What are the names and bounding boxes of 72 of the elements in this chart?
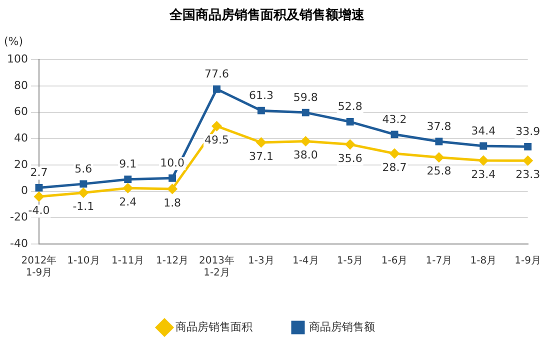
data-label: 77.6 [204, 67, 230, 80]
data-label: 35.6 [338, 152, 362, 165]
data-label: 23.3 [516, 168, 540, 181]
y-tick-label: 100 [6, 52, 28, 66]
x-tick-label: 1-12月 [156, 256, 189, 267]
y-tick-label: 20 [14, 158, 28, 171]
point [300, 136, 310, 146]
point [523, 156, 533, 166]
data-label: 37.1 [248, 150, 274, 163]
data-label: 28.7 [382, 160, 407, 174]
x-tick-label: 1-10月 [67, 256, 100, 267]
data-label: 2.4 [119, 196, 137, 209]
data-label: 33.9 [516, 125, 540, 138]
point [35, 184, 43, 192]
legend-label: 商品房销售额 [309, 320, 375, 334]
data-label: 1.8 [164, 196, 182, 210]
y-tick-label: 60 [14, 105, 28, 118]
x-tick-label: 1-6月 [381, 256, 408, 267]
data-label: 38.0 [293, 148, 318, 162]
x-tick-label: 1-3月 [248, 256, 274, 267]
data-label: 59.8 [293, 90, 318, 104]
data-label: 5.6 [74, 162, 92, 176]
y-tick-label: 80 [14, 78, 28, 92]
y-tick-label: 0 [20, 184, 28, 198]
x-tick-label: 1-4月 [292, 256, 319, 267]
data-label: 34.4 [471, 124, 496, 138]
chart-title: 全国商品房销售面积及销售额增速 [168, 7, 366, 24]
point [124, 176, 132, 184]
point [80, 180, 88, 188]
data-label: 61.3 [248, 88, 274, 102]
data-label: -1.1 [72, 200, 94, 214]
point [480, 142, 488, 150]
data-label: 37.8 [426, 120, 452, 133]
x-tick-label: 1-7月 [426, 256, 452, 267]
point [434, 152, 444, 162]
data-label: 9.1 [119, 158, 137, 171]
x-tick-label: 1-11月 [112, 256, 144, 267]
point [435, 138, 443, 146]
point [302, 108, 310, 116]
legend-label: 商品房销售面积 [176, 320, 252, 334]
x-tick-label: 2012年 1-9月 [21, 254, 57, 279]
y-axis-title: (%) [4, 34, 24, 48]
data-label: 10.0 [160, 156, 185, 170]
x-tick-label: 1-9月 [514, 256, 542, 267]
point [168, 174, 176, 182]
point [257, 106, 265, 114]
data-label: 23.4 [471, 168, 496, 181]
point [168, 184, 178, 194]
data-label: 49.5 [204, 133, 230, 146]
point [345, 140, 355, 150]
point [346, 118, 354, 126]
point [78, 188, 88, 198]
point [390, 130, 398, 138]
x-tick-label: 1-5月 [336, 256, 364, 267]
x-tick-label: 2013年 1-2月 [199, 254, 234, 279]
data-label: 2.7 [30, 166, 48, 180]
data-label: -4.0 [28, 204, 50, 217]
point [524, 142, 532, 150]
y-tick-label: -40 [10, 236, 28, 250]
y-tick-label: 40 [14, 131, 28, 144]
point [478, 156, 488, 166]
point [256, 138, 266, 148]
point [213, 85, 220, 93]
point [390, 148, 400, 158]
data-label: 25.8 [426, 164, 452, 178]
point [212, 121, 222, 131]
x-tick-label: 1-8月 [470, 256, 497, 267]
point [123, 183, 133, 193]
point [34, 192, 44, 202]
data-label: 43.2 [382, 112, 407, 126]
y-tick-label: -20 [10, 210, 28, 224]
data-label: 52.8 [338, 100, 362, 114]
